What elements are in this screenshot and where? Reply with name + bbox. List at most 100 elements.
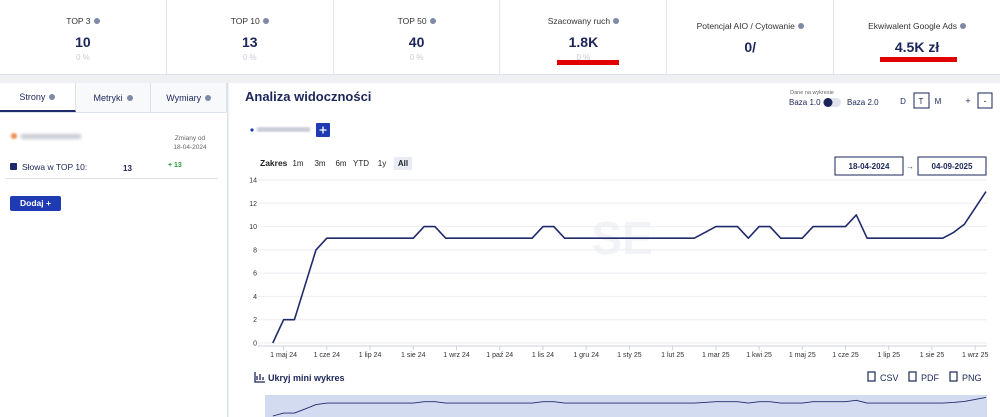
export-button[interactable]: PDF <box>921 373 940 383</box>
x-tick-label: 1 sie 25 <box>920 352 945 359</box>
x-tick-label: 1 wrz 24 <box>443 352 470 359</box>
toggle-knob <box>823 98 833 107</box>
base-1: Baza 1.0 <box>789 98 821 107</box>
tab[interactable]: Wymiary <box>151 83 228 112</box>
stat-value: 13 <box>241 34 258 50</box>
changes: Zmiany od 18-04-2024 <box>170 134 210 152</box>
series-swatch <box>10 163 17 170</box>
range-button[interactable]: 3m <box>314 159 325 168</box>
date-to-box[interactable] <box>917 156 987 176</box>
tab[interactable]: Metryki <box>75 83 152 112</box>
stat-label: TOP 10 <box>167 16 333 26</box>
x-tick-label: 1 lut 25 <box>661 352 684 359</box>
data-label: Dane na wykresie <box>790 90 834 96</box>
zoom-button[interactable]: + <box>965 96 970 106</box>
highlight <box>880 57 957 62</box>
stat-card: Potencjał AIO / Cytowanie 0/ <box>667 0 835 74</box>
x-tick-label: 1 sie 24 <box>401 352 426 359</box>
date-to: 04-09-2025 <box>932 162 973 171</box>
y-tick-label: 2 <box>253 317 257 324</box>
y-tick-label: 6 <box>253 271 257 278</box>
file-icon <box>908 371 917 382</box>
range-button[interactable]: YTD <box>353 159 369 168</box>
x-tick-label: 1 maj 25 <box>789 352 816 359</box>
zoom-button[interactable]: - <box>984 96 987 106</box>
stat-sub: 0 % <box>242 53 257 62</box>
stat-card: TOP 10 13 0 % <box>167 0 334 74</box>
range-active <box>394 157 412 170</box>
x-tick-label: 1 wrz 25 <box>962 352 989 359</box>
add-button[interactable]: Dodaj + <box>10 196 61 211</box>
stat-value: 10 <box>75 34 91 50</box>
stats-bar: TOP 3 10 0 % TOP 10 13 0 % TOP 50 40 0 % Szacowan… <box>0 0 1000 75</box>
stat-card: TOP 3 10 0 % <box>0 0 167 74</box>
x-tick-label: 1 lip 24 <box>359 352 382 359</box>
stat-card: Szacowany ruch 1.8K 0 % <box>500 0 668 74</box>
navigator-line <box>272 396 987 417</box>
stat-label: TOP 50 <box>334 16 500 26</box>
hide-mini[interactable]: Ukryj mini wykres <box>268 373 345 383</box>
navigator-bg <box>265 395 987 417</box>
plus-icon <box>319 126 327 134</box>
range-button[interactable]: 6m <box>335 159 346 168</box>
x-tick-label: 1 gru 24 <box>573 352 599 359</box>
range-button[interactable]: 1m <box>292 159 303 168</box>
range-label: Zakres <box>260 158 288 168</box>
highlight <box>557 60 619 65</box>
tabs: Strony Metryki Wymiary <box>0 83 228 113</box>
export-button[interactable]: PNG <box>962 373 982 383</box>
line <box>272 191 987 344</box>
granularity-button[interactable]: T <box>919 97 924 106</box>
y-tick-label: 8 <box>253 247 257 254</box>
x-tick-label: 1 lis 24 <box>532 352 554 359</box>
x-tick-label: 1 sty 25 <box>617 352 642 359</box>
granularity-button[interactable]: D <box>900 97 906 106</box>
file-icon <box>867 371 876 382</box>
date-from: 18-04-2024 <box>849 162 890 171</box>
y-tick-label: 12 <box>249 201 257 208</box>
y-tick-label: 10 <box>249 224 257 231</box>
divider <box>5 178 218 179</box>
keyword-value: 13 <box>123 164 132 173</box>
x-tick-label: 1 mar 25 <box>702 352 730 359</box>
legend-dot <box>250 128 254 132</box>
stat-card: Ekwiwalent Google Ads 4.5K zł <box>834 0 1000 74</box>
x-tick-label: 1 paź 24 <box>486 352 513 359</box>
favicon <box>11 133 17 139</box>
x-tick-label: 1 cze 25 <box>832 352 859 359</box>
y-tick-label: 4 <box>253 294 257 301</box>
base-2: Baza 2.0 <box>847 98 879 107</box>
active-box <box>913 92 930 109</box>
changes-date: 18-04-2024 <box>173 144 207 151</box>
stat-label: Potencjał AIO / Cytowanie <box>667 21 833 31</box>
stat-label: TOP 3 <box>0 16 166 26</box>
stat-sub: 0 % <box>76 53 90 62</box>
x-tick-label: 1 lip 25 <box>877 352 900 359</box>
x-tick-label: 1 maj 24 <box>270 352 297 359</box>
date-from-box[interactable] <box>834 156 904 176</box>
panel-title: Analiza widoczności <box>245 89 371 104</box>
granularity-button[interactable]: M <box>935 97 942 106</box>
changes-label: Zmiany od <box>174 135 206 142</box>
y-tick-label: 14 <box>249 178 257 185</box>
stat-value: 1.8K <box>568 34 599 50</box>
x-tick-label: 1 kwi 25 <box>746 352 772 359</box>
x-tick-label: 1 cze 24 <box>314 352 341 359</box>
keyword-label: Słowa w TOP 10: <box>22 162 88 172</box>
y-tick-label: 0 <box>253 341 257 348</box>
stat-sub: 0 % <box>576 53 591 62</box>
stat-value: 0/ <box>744 39 757 55</box>
range-button[interactable]: All <box>398 159 408 168</box>
stat-value: 40 <box>408 34 425 50</box>
legend-blurred <box>257 127 310 132</box>
domain-blurred <box>21 134 81 139</box>
range-button[interactable]: 1y <box>378 159 386 168</box>
sidebar: Strony Metryki Wymiary Zmiany od 18-04-2024… <box>0 83 228 417</box>
stat-label: Ekwiwalent Google Ads <box>834 21 1000 31</box>
export-button[interactable]: CSV <box>880 373 899 383</box>
stat-card: TOP 50 40 0 % <box>334 0 501 74</box>
chart-icon <box>254 372 265 383</box>
keyword-change: + 13 <box>168 162 182 169</box>
